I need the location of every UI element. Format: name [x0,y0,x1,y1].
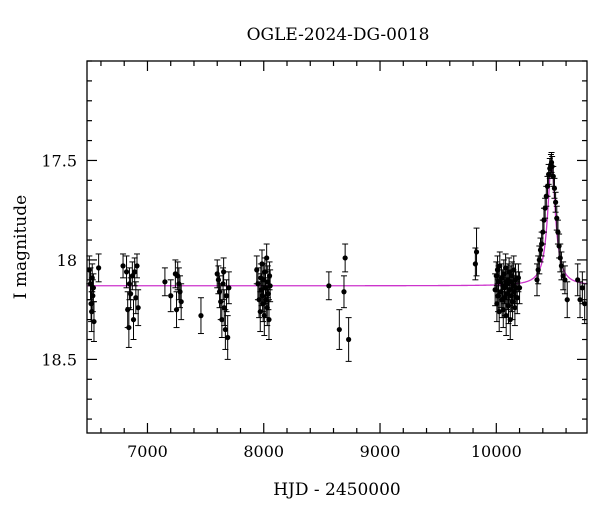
data-point [265,299,272,341]
chart-title: OGLE-2024-DG-0018 [247,25,430,45]
data-point [574,263,581,297]
data-point [561,265,568,295]
data-point [579,271,586,305]
plot-area [86,152,588,362]
data-point [222,309,229,350]
x-tick-label: 7000 [127,442,168,461]
y-tick-label: 17.5 [41,151,77,170]
y-tick-label: 18.5 [41,350,77,369]
data-point [340,275,347,309]
data-point [551,177,558,199]
data-point [342,243,349,273]
y-tick-label: 18 [57,251,77,270]
data-point [120,253,127,279]
data-point [564,281,571,319]
y-axis-label: I magnitude [11,195,31,299]
data-point [253,255,260,285]
x-axis-label: HJD - 2450000 [273,480,401,500]
data-point [554,219,561,245]
data-point [197,297,204,335]
data-point [553,205,560,231]
plot-frame [86,60,588,434]
data-point [123,255,130,289]
data-point [135,289,142,327]
data-point [220,257,227,287]
data-point [225,271,232,305]
data-point [263,243,270,273]
data-point [224,315,231,360]
x-tick-label: 9000 [360,442,401,461]
data-point [267,269,274,303]
data-point [178,283,185,321]
data-point [134,253,140,279]
data-point [90,301,97,342]
data-point [325,271,332,301]
x-tick-labels: 7000 8000 9000 10000 [127,442,522,461]
data-point [131,257,138,287]
data-point [125,307,132,348]
axis-ticks [87,60,587,433]
data-point [552,191,559,213]
data-point [516,271,523,305]
data-point [345,317,352,362]
y-tick-labels: 17.5 18 18.5 [41,151,77,369]
data-point [577,281,584,319]
data-point [473,227,480,277]
data-point [161,267,168,297]
x-tick-label: 10000 [471,442,522,461]
data-point [167,279,174,313]
x-tick-label: 8000 [243,442,284,461]
data-point [95,253,102,283]
data-point [581,283,588,325]
data-points [86,152,588,362]
data-point [89,279,96,313]
data-point [336,309,343,350]
